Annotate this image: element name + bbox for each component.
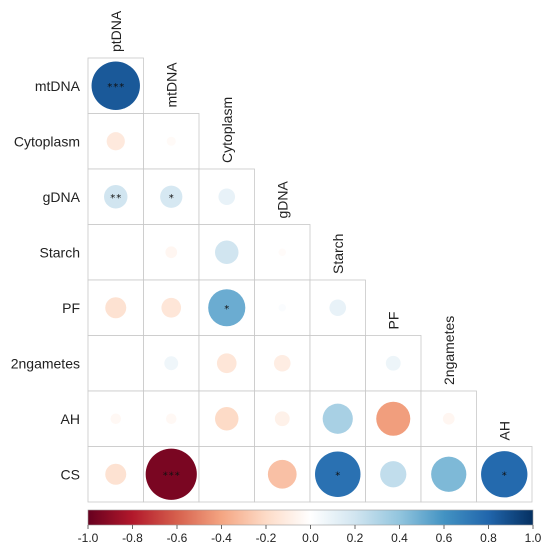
colorbar [87,509,534,526]
row-variable-labels: mtDNA Cytoplasm gDNA Starch PF 2ngametes AH CS [11,78,81,483]
grid-cell-starch-cytoplasm [198,224,255,281]
significance-mark-cs-ah: * [501,470,507,481]
colorbar-tick-label: 0.4 [391,531,408,545]
grid-cell-starch-ptdna [87,224,144,281]
significance-mark-gdna-ptdna: ** [110,193,122,204]
row-label-mtdna: mtDNA [35,78,81,94]
corr-circle-cs-ptdna [105,463,127,485]
colorbar-tick-label: 0.2 [347,531,364,545]
corr-circle-cs-pf [380,461,407,488]
corr-circle-2ngametes-gdna [273,354,291,372]
row-label-ah: AH [61,411,80,427]
grid-cell-cs-cytoplasm [198,446,255,503]
corr-circle-pf-gdna [278,304,286,312]
corr-circle-mtdna-ptdna [91,61,140,110]
corr-circle-2ngametes-mtdna [164,356,179,371]
top-label-mtdna: mtDNA [163,62,179,108]
corr-circle-ah-cytoplasm [215,407,239,431]
grid-cell-ah-gdna [254,390,311,447]
significance-mark-gdna-mtdna: * [168,193,174,204]
row-label-2ngametes: 2ngametes [11,355,80,371]
row-label-pf: PF [62,300,80,316]
corr-circle-ah-pf [376,401,411,436]
corr-circle-cs-gdna [267,459,297,489]
top-label-2ngametes: 2ngametes [441,316,457,385]
corr-circle-ah-starch [322,403,353,434]
corr-circle-cytoplasm-ptdna [106,132,125,151]
corr-circle-cs-starch [315,451,361,497]
corr-circle-pf-mtdna [161,297,182,318]
correlation-cells: ***** ***** * * [87,57,533,503]
colorbar-tick-label: 0.8 [480,531,497,545]
corr-circle-starch-mtdna [165,246,178,259]
corr-circle-cs-ah [481,451,528,498]
significance-mark-cs-mtdna: *** [162,470,180,481]
corr-circle-gdna-mtdna [160,185,183,208]
colorbar-tick-label: -1.0 [78,531,99,545]
colorbar-gradient [87,509,534,526]
corr-circle-cytoplasm-mtdna [166,136,176,146]
colorbar-tick-label: -0.8 [122,531,143,545]
grid-cell-2ngametes-ptdna [87,335,144,392]
significance-mark-cs-starch: * [335,470,341,481]
corr-circle-ah-2ngametes [442,412,455,425]
colorbar-ticks: -1.0 -0.8 -0.6 -0.4 -0.2 0.0 0.2 0.4 0.6 0.8 1.0 [78,525,542,545]
top-label-starch: Starch [330,234,346,274]
row-label-starch: Starch [40,244,80,260]
corr-circle-starch-cytoplasm [215,240,239,264]
colorbar-tick-label: -0.2 [256,531,277,545]
top-label-gdna: gDNA [274,180,290,218]
top-label-cytoplasm: Cytoplasm [219,97,235,163]
top-label-ah: AH [496,421,512,440]
colorbar-tick-label: -0.6 [167,531,188,545]
row-label-cs: CS [61,466,80,482]
corr-circle-gdna-cytoplasm [218,188,236,206]
corr-circle-ah-ptdna [110,413,121,424]
colorbar-tick-label: 0.6 [436,531,453,545]
grid-cell-2ngametes-starch [309,335,366,392]
corr-circle-gdna-ptdna [104,185,128,209]
colorbar-tick-label: 1.0 [525,531,542,545]
top-label-ptdna: ptDNA [108,10,124,52]
row-label-gdna: gDNA [43,189,81,205]
corr-circle-pf-ptdna [105,297,127,319]
significance-mark-mtdna-ptdna: *** [107,82,125,93]
corr-circle-ah-gdna [274,411,290,427]
corr-circle-2ngametes-pf [385,355,401,371]
corr-circle-2ngametes-cytoplasm [216,353,237,374]
corr-circle-pf-cytoplasm [208,289,246,327]
corr-circle-ah-mtdna [166,413,177,424]
corr-circle-starch-gdna [278,248,286,256]
significance-mark-pf-cytoplasm: * [224,304,230,315]
colorbar-tick-label: 0.0 [302,531,319,545]
top-variable-labels: ptDNA mtDNA Cytoplasm gDNA Starch PF 2ngametes… [108,10,513,440]
row-label-cytoplasm: Cytoplasm [14,133,80,149]
colorbar-tick-label: -0.4 [211,531,232,545]
corr-circle-cs-mtdna [145,448,197,500]
grid-cell-pf-starch [309,279,366,336]
corr-circle-pf-starch [329,299,347,317]
corr-circle-cs-2ngametes [431,456,467,492]
top-label-pf: PF [385,312,401,330]
